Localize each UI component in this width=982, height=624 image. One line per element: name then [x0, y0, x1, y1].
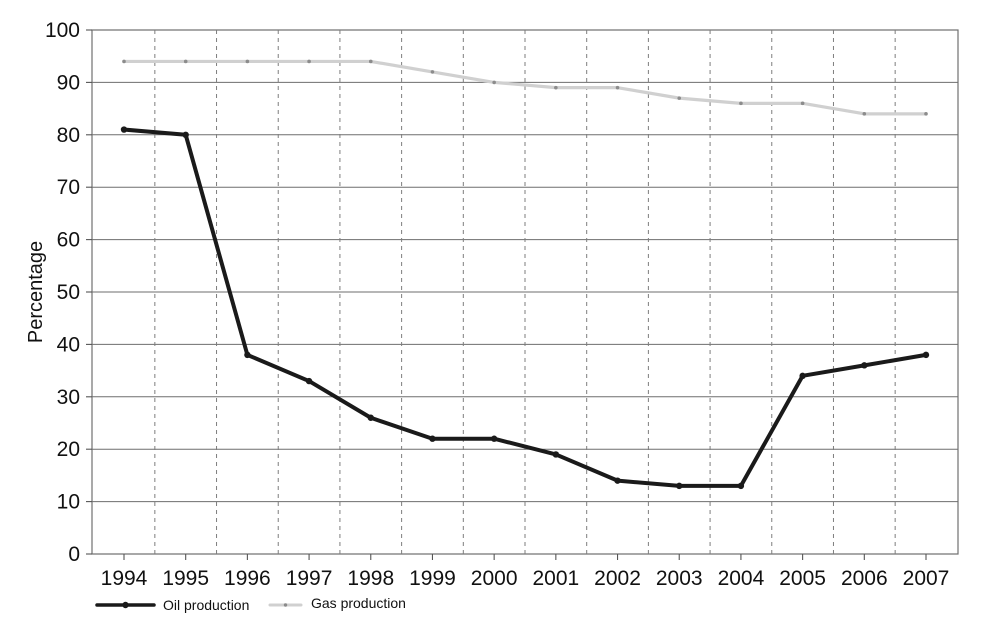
gas-point-1998: [368, 59, 373, 64]
x-axis-ticks: 1994 1995 1996 1997 1998 1999 2000 2001 2002 2003…: [101, 554, 950, 590]
gas-point-1999: [430, 70, 435, 74]
y-tick-label: 50: [57, 281, 80, 304]
y-axis-label: Percentage: [25, 241, 47, 343]
oil-point-2003: [676, 482, 683, 490]
oil-point-1994: [120, 126, 128, 133]
gas-point-1994: [122, 59, 126, 64]
legend-item-oil: Oil production: [95, 597, 249, 613]
oil-point-1996: [244, 351, 251, 359]
oil-point-1997: [305, 377, 313, 385]
oil-point-2001: [552, 451, 560, 458]
oil-point-1999: [429, 435, 436, 442]
oil-point-2000: [490, 435, 498, 442]
gas-point-1997: [307, 59, 311, 64]
x-tick-label: 2002: [594, 567, 641, 590]
legend-gas-marker: [283, 603, 288, 607]
y-tick-label: 90: [57, 71, 80, 94]
gas-point-2002: [615, 85, 620, 90]
x-tick-label: 1997: [286, 567, 333, 590]
gas-point-1995: [183, 59, 188, 64]
y-axis-ticks: 0 10 20 30 40 50 60 70 80 90 100: [45, 19, 92, 566]
x-tick-label: 2004: [718, 567, 765, 590]
y-tick-label: 80: [57, 124, 80, 147]
y-tick-label: 100: [45, 19, 80, 42]
y-tick-label: 20: [57, 438, 80, 461]
y-tick-label: 10: [57, 491, 80, 514]
oil-point-1998: [367, 414, 374, 421]
y-tick-label: 30: [57, 386, 80, 409]
y-tick-label: 40: [57, 333, 80, 356]
gas-point-2004: [739, 101, 743, 106]
oil-point-2006: [861, 362, 868, 369]
x-tick-label: 2000: [471, 567, 518, 590]
x-tick-label: 1996: [224, 567, 271, 590]
gas-point-2005: [800, 101, 805, 106]
gas-point-2001: [554, 85, 558, 90]
x-tick-label: 2005: [779, 567, 826, 590]
legend-oil-label: Oil production: [163, 597, 249, 613]
y-tick-label: 0: [68, 543, 80, 566]
x-tick-label: 1998: [347, 567, 394, 590]
y-tick-label: 60: [57, 229, 80, 252]
series-layer: [120, 59, 930, 490]
oil-point-2007: [922, 351, 930, 359]
x-tick-label: 2007: [903, 567, 950, 590]
gas-production-line: [122, 59, 928, 116]
oil-production-line: [122, 127, 928, 488]
oil-point-2002: [614, 477, 621, 484]
gas-point-2007: [924, 112, 928, 116]
gas-point-2003: [677, 96, 682, 100]
gas-point-1996: [245, 59, 250, 64]
oil-point-1995: [182, 131, 189, 138]
legend-oil-marker: [122, 601, 129, 609]
y-tick-label: 70: [57, 176, 80, 199]
x-tick-label: 1999: [409, 567, 456, 590]
oil-point-2004: [737, 482, 745, 490]
x-tick-label: 1995: [162, 567, 209, 590]
x-tick-label: 2001: [532, 567, 579, 590]
legend-gas-label: Gas production: [311, 595, 406, 611]
legend: Oil production Gas production: [95, 595, 406, 613]
x-tick-label: 2003: [656, 567, 703, 590]
gas-point-2006: [862, 112, 867, 116]
x-tick-label: 2006: [841, 567, 888, 590]
oil-point-2005: [799, 372, 806, 380]
x-tick-label: 1994: [101, 567, 148, 590]
gas-point-2000: [492, 80, 496, 85]
legend-item-gas: Gas production: [268, 595, 406, 611]
